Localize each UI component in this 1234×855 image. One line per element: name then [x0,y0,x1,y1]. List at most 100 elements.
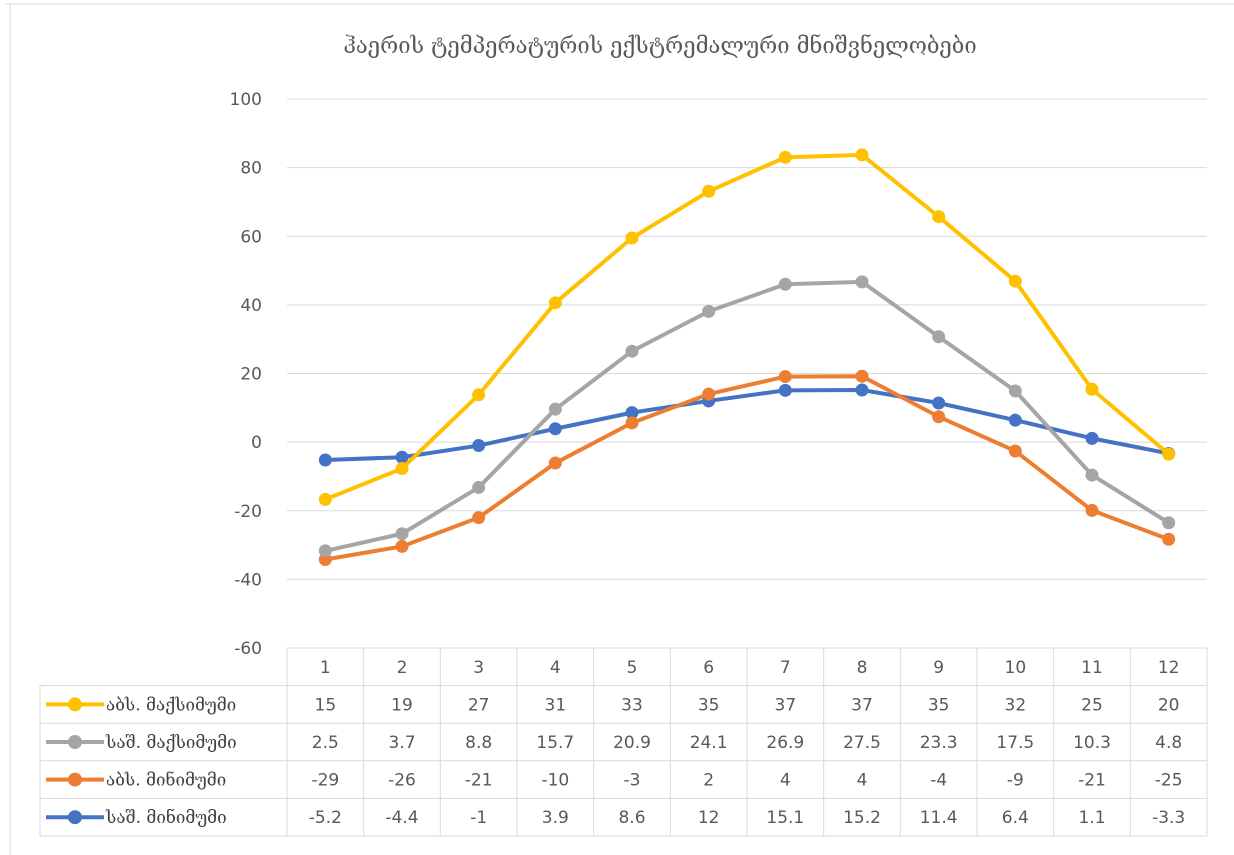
data-label: -25 [1155,771,1183,791]
data-point [318,544,332,558]
data-point [625,406,639,420]
series-line [324,279,1170,553]
data-point [855,369,869,383]
data-point [702,184,716,198]
data-label: -10 [541,771,569,791]
data-label: -9 [1007,771,1024,791]
y-tick-label: 40 [240,296,262,316]
data-point [548,402,562,416]
x-tick-label: 1 [320,658,331,678]
data-label: 3.9 [542,808,569,828]
data-label: 4 [857,771,868,791]
data-point [702,387,716,401]
series-lines [318,148,1176,566]
data-point [778,383,792,397]
y-tick-label: 20 [240,365,262,385]
data-point [548,296,562,310]
data-point [472,480,486,494]
x-tick-label: 4 [550,658,561,678]
data-label: 27.5 [843,733,881,753]
data-label: 12 [698,808,720,828]
legend-key-marker [68,735,82,749]
x-tick-label: 2 [397,658,408,678]
data-label: 6.4 [1002,808,1029,828]
x-tick-label: 12 [1158,658,1180,678]
data-point [548,422,562,436]
x-tick-label: 3 [473,658,484,678]
data-point [1162,532,1176,546]
data-point [625,231,639,245]
data-label: 24.1 [690,733,728,753]
data-point [1008,444,1022,458]
y-tick-label: -60 [234,639,262,659]
data-point [1085,431,1099,445]
legend-key-marker [68,810,82,825]
data-label: -21 [1078,771,1106,791]
data-label: 20.9 [613,733,651,753]
data-label: -29 [311,771,339,791]
data-label: -5.2 [309,808,342,828]
data-label: 25 [1081,695,1103,715]
data-label: 37 [851,695,873,715]
data-point [702,304,716,318]
data-point [472,439,486,453]
data-label: 2.5 [312,733,339,753]
data-label: 10.3 [1073,733,1111,753]
series-line [325,387,1170,462]
chart-title: ჰაერის ტემპერატურის ექსტრემალური მნიშვნე… [343,33,976,59]
data-point [395,450,409,464]
data-label: 26.9 [766,733,804,753]
data-point [625,416,639,430]
data-label: -4 [930,771,947,791]
data-label: 11.4 [920,808,958,828]
x-tick-label: 11 [1081,658,1103,678]
data-label: 4.8 [1155,733,1182,753]
data-label: 27 [468,695,490,715]
data-point [932,330,946,344]
data-label: 35 [928,695,950,715]
data-point [548,456,562,470]
data-label: 1.1 [1078,808,1105,828]
data-label: 4 [780,771,791,791]
data-point [472,388,486,402]
data-point [318,492,332,506]
legend-entry: აბს. მაქსიმუმი [106,695,236,715]
y-tick-label: 0 [251,433,262,453]
data-label: 2 [703,771,714,791]
x-tick-label: 6 [703,658,714,678]
data-point [625,344,639,358]
data-label: 3.7 [388,733,415,753]
data-point [1162,516,1176,530]
data-label: 15.2 [843,808,881,828]
x-tick-label: 7 [780,658,791,678]
data-point [1085,503,1099,517]
y-tick-label: 60 [240,227,262,247]
data-point [1085,468,1099,482]
legend-entry: საშ. მინიმუმი [105,808,227,828]
y-tick-label: -20 [234,502,262,522]
data-label: -1 [470,808,487,828]
data-point [855,275,869,289]
data-label: 19 [391,695,413,715]
data-label: 8.8 [465,733,492,753]
data-point [778,370,792,384]
legend-entry: საშ. მაქსიმუმი [105,733,237,753]
data-point [932,410,946,424]
y-tick-label: -40 [234,570,262,590]
data-point [1008,413,1022,427]
data-label: 15.1 [766,808,804,828]
x-tick-label: 9 [933,658,944,678]
data-point [1008,384,1022,398]
data-label: -4.4 [385,808,418,828]
y-axis-ticks: -60 -40 -20 0 20 40 60 80 100 [230,90,262,659]
data-point [855,148,869,162]
data-point [778,277,792,291]
gridlines [287,98,1207,580]
data-label: 15 [315,695,337,715]
data-point [778,150,792,164]
data-label: 31 [545,695,567,715]
data-label: 20 [1158,695,1180,715]
data-label: 37 [775,695,797,715]
